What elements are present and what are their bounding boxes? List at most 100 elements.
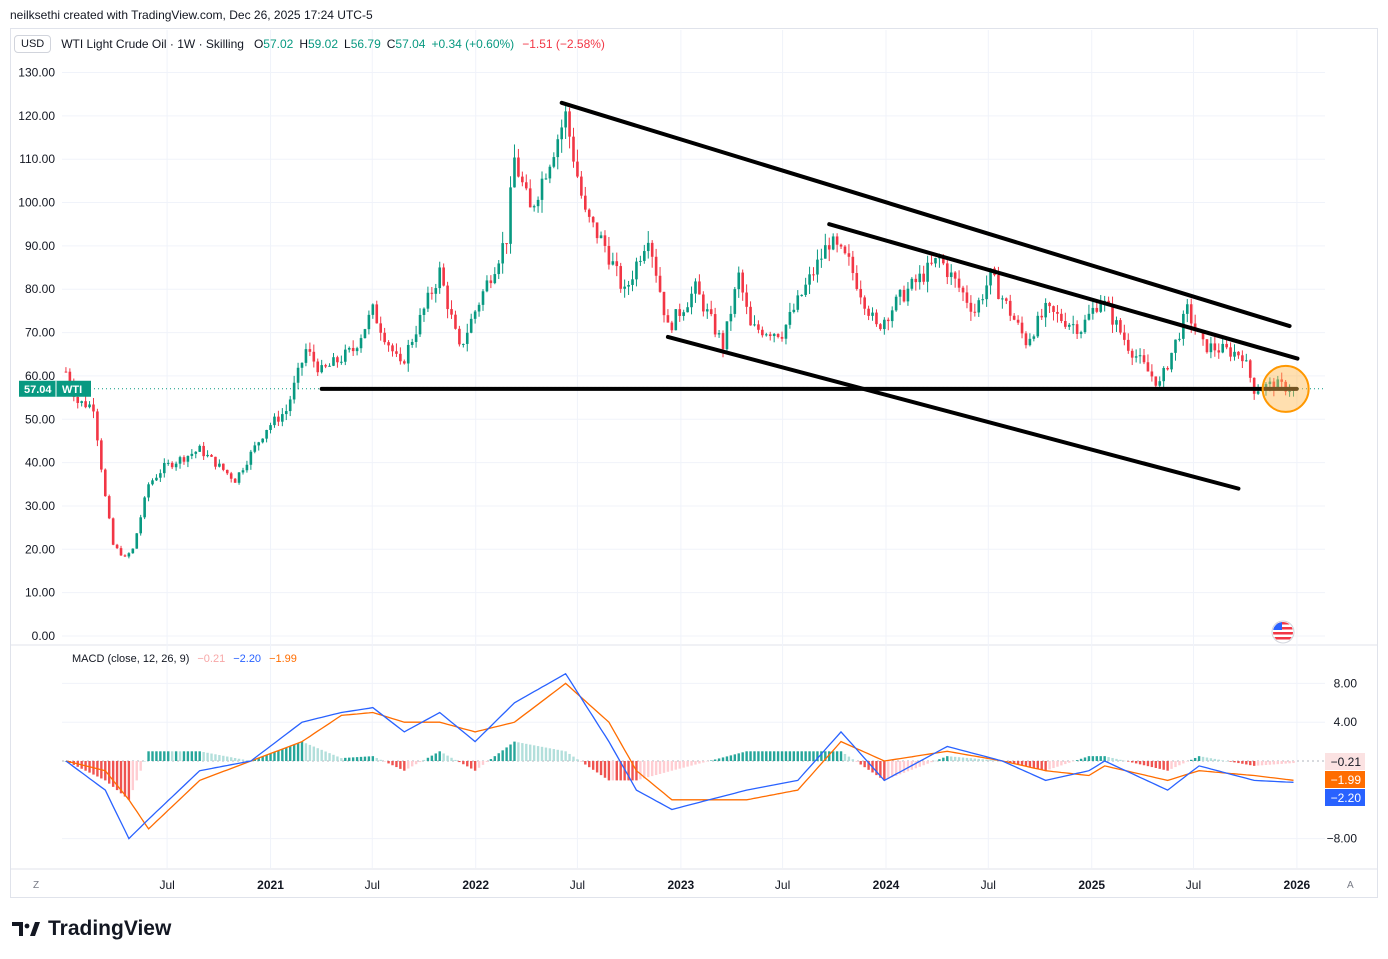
candle-body — [863, 297, 866, 309]
candle-body — [1166, 367, 1169, 370]
candle-body — [225, 469, 229, 474]
macd-histogram-bar — [576, 759, 579, 761]
candle-body — [666, 315, 670, 323]
macd-histogram-bar — [115, 761, 119, 791]
macd-label[interactable]: MACD (close, 12, 26, 9) — [72, 653, 190, 665]
macd-histogram-bar — [1280, 761, 1283, 764]
macd-histogram-bar — [1131, 761, 1134, 763]
candle-body — [768, 334, 772, 337]
currency-button[interactable]: USD — [14, 35, 52, 53]
highlight-circle[interactable] — [1261, 364, 1310, 413]
symbol-title[interactable]: WTI Light Crude Oil · 1W · Skilling — [61, 37, 244, 51]
candle-body — [556, 139, 560, 158]
candle-body — [1095, 307, 1099, 312]
us-flag-icon[interactable] — [1271, 620, 1295, 644]
candle-body — [143, 497, 146, 518]
candle-body — [64, 371, 68, 373]
macd-histogram-bar — [1197, 756, 1201, 761]
macd-histogram-bar — [749, 751, 752, 761]
macd-histogram-bar — [603, 761, 607, 778]
ohlc-high: H59.02 — [299, 37, 339, 51]
lower-channel-line[interactable] — [665, 334, 1241, 491]
macd-histogram-bar — [647, 761, 650, 778]
macd-histogram-bar — [812, 751, 815, 761]
macd-histogram-bar — [1091, 756, 1095, 761]
candle-body — [1115, 320, 1118, 325]
macd-histogram-bar — [615, 761, 618, 781]
auto-scale-button[interactable]: A — [1347, 880, 1354, 891]
change-extended: −1.51 (−2.58%) — [522, 37, 605, 51]
candle-body — [371, 304, 375, 315]
macd-histogram-bar — [1182, 761, 1185, 764]
candle-body — [1150, 371, 1154, 377]
candle-body — [820, 258, 823, 260]
macd-histogram-bar — [623, 761, 626, 781]
macd-value-tag-text: −2.20 — [1331, 791, 1362, 805]
macd-histogram-bar — [702, 761, 705, 763]
candle-body — [812, 274, 815, 276]
candle-body — [233, 478, 237, 483]
macd-histogram-bar — [961, 757, 965, 761]
macd-histogram-bar — [190, 751, 194, 761]
macd-histogram-bar — [922, 761, 925, 766]
macd-histogram-bar — [879, 761, 882, 778]
macd-histogram-bar — [210, 753, 213, 761]
candle-body — [292, 382, 296, 400]
macd-histogram-bar — [552, 749, 556, 761]
candle-body — [1256, 391, 1260, 394]
candle-body — [245, 464, 249, 471]
candle-body — [831, 236, 835, 250]
timezone-button[interactable]: Z — [33, 880, 40, 891]
candle-body — [131, 548, 135, 554]
macd-histogram-bar — [643, 761, 646, 779]
upper-channel-line[interactable] — [559, 100, 1292, 329]
candle-body — [1123, 332, 1126, 340]
macd-histogram-bar — [257, 758, 260, 761]
macd-histogram-bar — [367, 756, 371, 761]
candle-body — [1048, 302, 1051, 307]
macd-histogram-bar — [477, 761, 481, 768]
candle-body — [1060, 313, 1063, 321]
macd-value-tag — [1325, 771, 1365, 788]
candle-body — [957, 278, 961, 288]
candle-body — [1032, 336, 1036, 339]
macd-histogram-bar — [808, 751, 811, 761]
macd-histogram-bar — [446, 755, 449, 761]
candle-body — [894, 296, 898, 311]
macd-histogram-bar — [725, 756, 729, 761]
macd-histogram-bar — [985, 759, 988, 761]
macd-histogram-bar — [1241, 761, 1244, 764]
macd-histogram-bar — [300, 741, 304, 761]
candle-body — [261, 438, 264, 443]
candle-body — [981, 299, 984, 301]
macd-histogram-bar — [167, 751, 170, 761]
macd-histogram-bar — [170, 751, 174, 761]
price-tick-label: 110.00 — [19, 152, 55, 166]
macd-histogram-bar — [399, 761, 402, 769]
candle-body — [694, 281, 697, 294]
macd-histogram-bar — [403, 761, 406, 771]
macd-histogram-bar — [965, 757, 969, 761]
macd-histogram-bar — [694, 761, 697, 765]
candle-body — [741, 272, 744, 293]
time-tick-label: Jul — [570, 878, 585, 892]
price-tag-label: WTI — [62, 384, 82, 396]
candle-body — [155, 477, 158, 481]
macd-tick-label: −8.00 — [1327, 832, 1358, 846]
macd-histogram-bar — [237, 758, 241, 761]
macd-histogram-bar — [1052, 761, 1055, 769]
candle-body — [119, 548, 123, 556]
candle-body — [989, 268, 992, 286]
macd-histogram-bar — [973, 758, 977, 761]
candle-body — [753, 324, 756, 326]
macd-histogram-bar — [1012, 761, 1016, 764]
candle-body — [709, 309, 713, 315]
middle-channel-line[interactable] — [827, 222, 1300, 361]
candle-body — [328, 365, 331, 367]
macd-histogram-bar — [363, 756, 367, 761]
candle-body — [343, 349, 347, 362]
ohlc-open: O57.02 — [253, 37, 294, 51]
candle-body — [926, 262, 929, 282]
macd-histogram-bar — [855, 761, 858, 762]
